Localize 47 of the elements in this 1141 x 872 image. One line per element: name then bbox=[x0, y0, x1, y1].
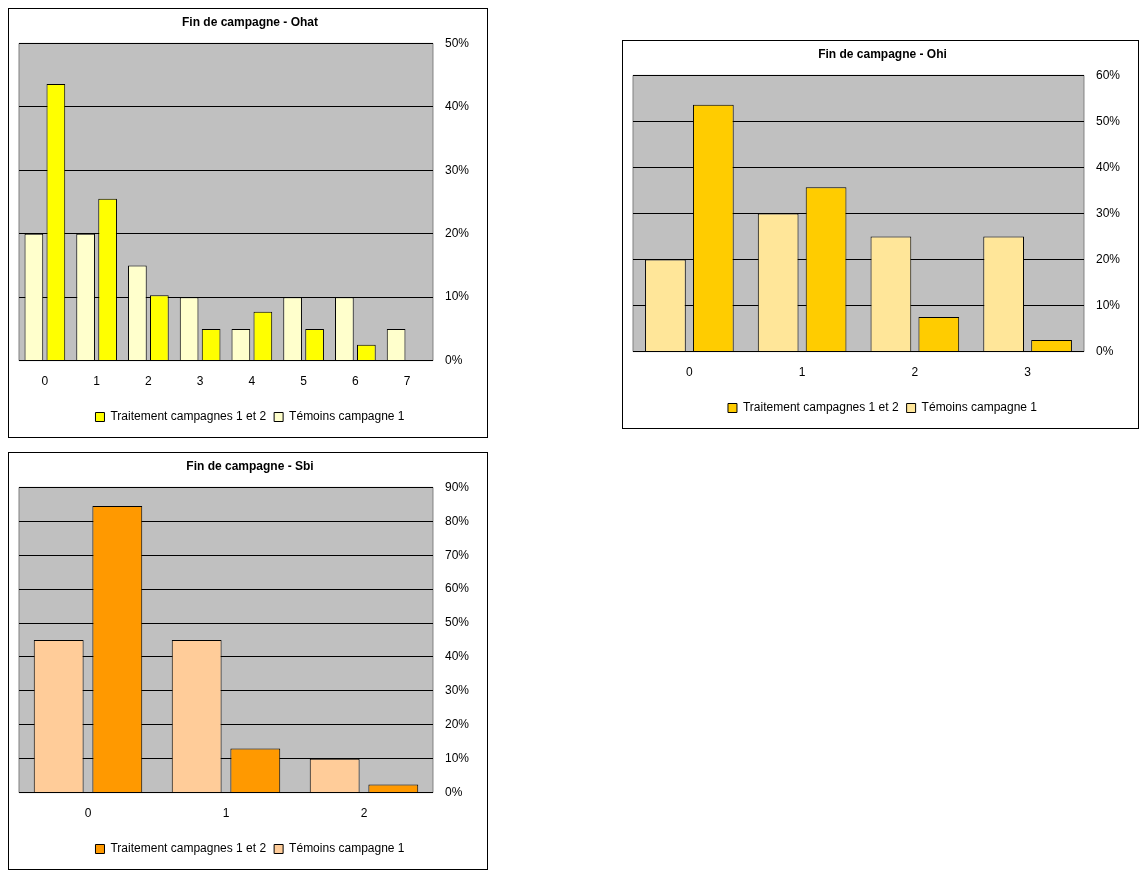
x-tick-label: 1 bbox=[93, 374, 101, 389]
legend-label: Témoins campagne 1 bbox=[289, 409, 405, 424]
x-tick-label: 0 bbox=[41, 374, 49, 389]
x-tick-label: 0 bbox=[686, 365, 694, 380]
y-tick-label: 90% bbox=[444, 479, 470, 494]
chart-title: Fin de campagne - Ohat bbox=[181, 14, 319, 29]
x-tick-label: 1 bbox=[222, 806, 230, 821]
y-tick-label: 50% bbox=[444, 35, 470, 50]
y-tick-label: 30% bbox=[444, 683, 470, 698]
x-tick-label: 0 bbox=[84, 806, 92, 821]
legend-label: Traitement campagnes 1 et 2 bbox=[110, 841, 267, 856]
y-tick-label: 20% bbox=[1095, 251, 1121, 266]
y-tick-label: 40% bbox=[444, 649, 470, 664]
legend-label: Témoins campagne 1 bbox=[289, 841, 405, 856]
x-tick-label: 5 bbox=[300, 374, 308, 389]
legend-label: Témoins campagne 1 bbox=[921, 400, 1038, 415]
x-tick-label: 1 bbox=[798, 365, 806, 380]
y-tick-label: 0% bbox=[1095, 343, 1114, 358]
x-tick-label: 4 bbox=[248, 374, 256, 389]
x-tick-label: 2 bbox=[360, 806, 368, 821]
y-tick-label: 10% bbox=[444, 289, 470, 304]
y-tick-label: 40% bbox=[1095, 159, 1121, 174]
x-tick-label: 3 bbox=[1024, 365, 1032, 380]
y-tick-label: 20% bbox=[444, 717, 470, 732]
x-tick-label: 3 bbox=[196, 374, 204, 389]
x-tick-label: 2 bbox=[145, 374, 153, 389]
chart-title: Fin de campagne - Ohi bbox=[818, 46, 947, 61]
chart-title: Fin de campagne - Sbi bbox=[186, 458, 314, 473]
y-tick-label: 60% bbox=[444, 581, 470, 596]
y-tick-label: 70% bbox=[444, 547, 470, 562]
y-tick-label: 20% bbox=[444, 226, 470, 241]
y-tick-label: 10% bbox=[1095, 297, 1121, 312]
y-tick-label: 50% bbox=[1095, 113, 1121, 128]
y-tick-label: 80% bbox=[444, 513, 470, 528]
x-tick-label: 7 bbox=[403, 374, 411, 389]
y-tick-label: 30% bbox=[444, 162, 470, 177]
y-tick-label: 60% bbox=[1095, 67, 1121, 82]
y-tick-label: 10% bbox=[444, 751, 470, 765]
y-tick-label: 50% bbox=[444, 615, 470, 630]
legend-label: Traitement campagnes 1 et 2 bbox=[110, 409, 267, 424]
x-tick-label: 2 bbox=[911, 365, 919, 380]
legend-label: Traitement campagnes 1 et 2 bbox=[742, 400, 899, 415]
y-tick-label: 0% bbox=[444, 352, 463, 367]
y-tick-label: 30% bbox=[1095, 205, 1121, 220]
y-tick-label: 40% bbox=[444, 99, 470, 114]
y-tick-label: 0% bbox=[444, 784, 463, 799]
x-tick-label: 6 bbox=[352, 374, 360, 389]
